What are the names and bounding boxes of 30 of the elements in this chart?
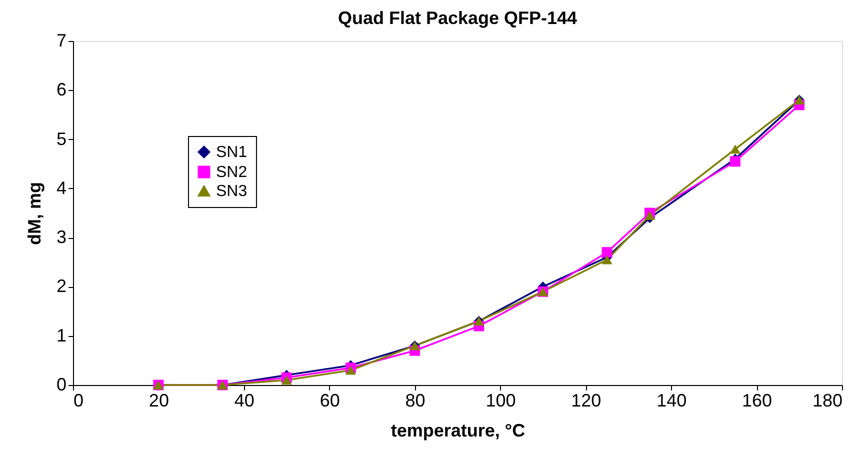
x-tick-label: 180 bbox=[812, 390, 842, 410]
point bbox=[602, 247, 612, 258]
y-tick-label: 3 bbox=[56, 227, 66, 248]
x-tick-label: 120 bbox=[571, 390, 602, 410]
y-tick-label: 0 bbox=[56, 374, 66, 394]
x-tick-label: 80 bbox=[405, 390, 426, 410]
x-tick-label: 40 bbox=[234, 390, 254, 410]
legend-label: SN2 bbox=[216, 164, 248, 181]
legend-label: SN3 bbox=[216, 183, 248, 200]
x-tick-label: 160 bbox=[742, 390, 772, 410]
legend-label: SN1 bbox=[216, 144, 248, 161]
x-tick-label: 140 bbox=[656, 390, 687, 410]
point bbox=[730, 156, 740, 167]
y-tick-label: 4 bbox=[56, 178, 66, 198]
x-tick-label: 100 bbox=[486, 390, 516, 410]
x-axis-title: temperature, °C bbox=[390, 420, 526, 440]
y-tick-label: 1 bbox=[56, 325, 66, 346]
y-axis-title: dM, mg bbox=[24, 182, 44, 245]
point bbox=[644, 210, 655, 220]
y-tick-label: 7 bbox=[56, 30, 66, 50]
point bbox=[345, 366, 356, 375]
y-tick-label: 5 bbox=[56, 128, 66, 149]
x-tick-label: 20 bbox=[148, 390, 169, 410]
chart-title: Quad Flat Package QFP-144 bbox=[338, 8, 578, 28]
point bbox=[730, 144, 740, 154]
point bbox=[602, 255, 612, 264]
x-tick-label: 60 bbox=[320, 390, 340, 410]
y-tick-label: 2 bbox=[56, 276, 66, 296]
x-tick-label: 0 bbox=[74, 390, 84, 410]
y-tick-label: 6 bbox=[56, 80, 66, 100]
